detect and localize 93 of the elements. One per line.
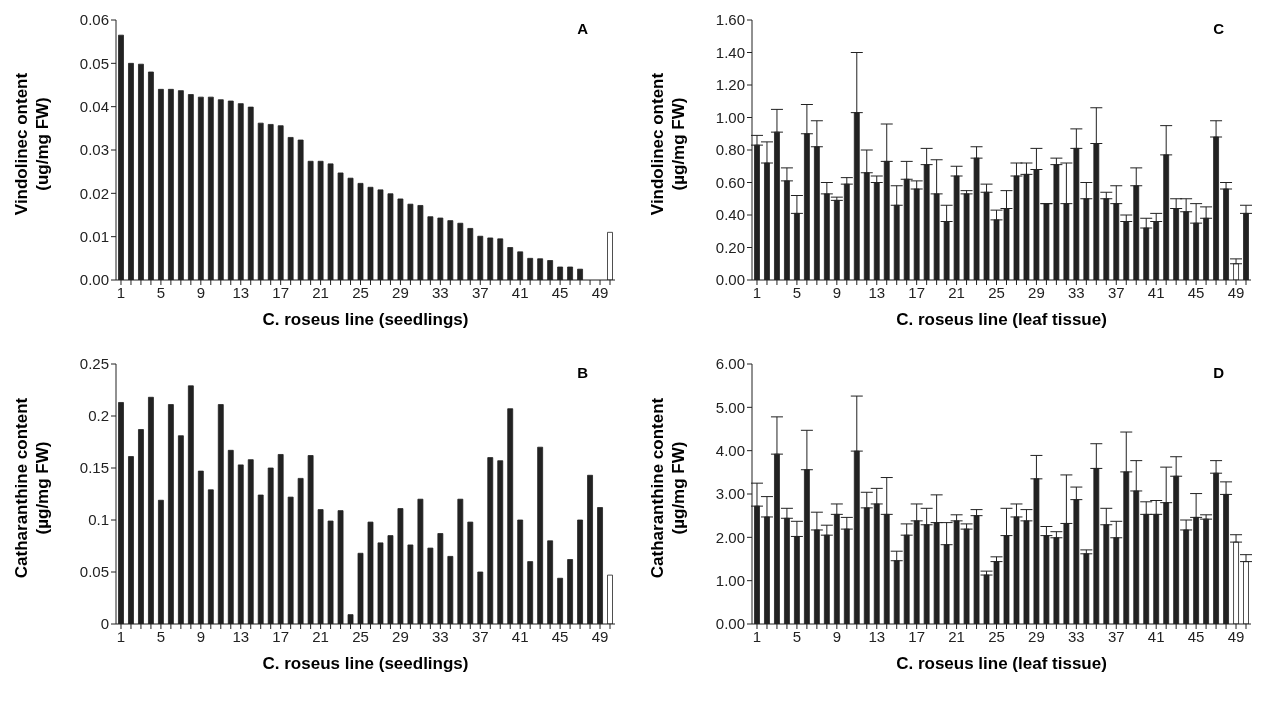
- y-tick-label: 0.15: [79, 459, 109, 477]
- y-tick-label: 0.00: [79, 271, 109, 289]
- x-tick-label: 49: [1227, 283, 1245, 301]
- x-tick-label: 5: [792, 627, 802, 645]
- x-tick-label: 25: [988, 627, 1005, 645]
- x-tick-label: 17: [908, 283, 926, 301]
- x-tick-label: 9: [196, 627, 205, 645]
- y-tick-label: 5.00: [715, 398, 745, 416]
- x-tick-label: 45: [551, 283, 569, 301]
- x-tick-label: 33: [1068, 627, 1085, 645]
- x-tick-label: 17: [272, 627, 290, 645]
- x-tick-label: 49: [591, 627, 609, 645]
- y-tick-label: 0.01: [79, 227, 109, 245]
- y-tick-label: 0.04: [79, 97, 109, 115]
- x-axis-title: C. roseus line (leaf tissue): [895, 310, 1108, 330]
- chart-title: A: [577, 20, 588, 37]
- y-tick-label: 2.00: [715, 528, 745, 546]
- x-tick-label: 13: [868, 283, 886, 301]
- y-tick-label: 0.1: [88, 511, 109, 529]
- x-tick-label: 45: [1187, 627, 1205, 645]
- x-tick-label: 33: [432, 627, 449, 645]
- x-tick-label: 41: [511, 627, 529, 645]
- x-tick-label: 45: [551, 627, 569, 645]
- x-tick-label: 25: [988, 283, 1005, 301]
- x-tick-label: 13: [868, 627, 886, 645]
- x-tick-label: 37: [471, 283, 489, 301]
- y-axis-title: Vindolinec ontent (ug/mg FW): [11, 72, 53, 216]
- x-tick-label: 21: [948, 283, 965, 301]
- x-tick-label: 13: [232, 627, 250, 645]
- x-tick-label: 5: [156, 283, 166, 301]
- x-tick-label: 29: [1028, 283, 1045, 301]
- x-tick-label: 1: [752, 627, 762, 645]
- y-tick-label: 0.40: [715, 206, 745, 224]
- x-tick-label: 29: [1028, 627, 1045, 645]
- y-tick-label: 0.2: [88, 407, 109, 425]
- x-tick-label: 21: [948, 627, 965, 645]
- x-tick-label: 5: [792, 283, 802, 301]
- y-tick-label: 0.20: [715, 238, 745, 256]
- x-tick-label: 5: [156, 627, 166, 645]
- x-tick-label: 1: [116, 283, 126, 301]
- chart-title: D: [1213, 364, 1224, 381]
- x-tick-label: 37: [471, 627, 489, 645]
- y-tick-label: 0.25: [79, 355, 109, 373]
- x-tick-label: 49: [591, 283, 609, 301]
- x-tick-label: 13: [232, 283, 250, 301]
- x-tick-label: 21: [312, 283, 329, 301]
- x-tick-label: 33: [1068, 283, 1085, 301]
- y-tick-label: 1.00: [715, 108, 745, 126]
- y-tick-label: 1.20: [715, 76, 745, 94]
- y-tick-label: 0.02: [79, 184, 109, 202]
- x-tick-label: 9: [832, 627, 841, 645]
- y-tick-label: 6.00: [715, 355, 745, 373]
- x-tick-label: 49: [1227, 627, 1245, 645]
- y-tick-label: 1.60: [715, 11, 745, 29]
- x-axis-title: C. roseus line (leaf tissue): [895, 654, 1108, 674]
- y-tick-label: 0.00: [715, 271, 745, 289]
- y-tick-label: 0.06: [79, 11, 109, 29]
- x-tick-label: 33: [432, 283, 449, 301]
- x-tick-label: 25: [352, 627, 369, 645]
- y-axis-title: Vindolinec ontent (µg/mg FW): [647, 72, 689, 216]
- y-axis-title: Catharanthine content (µg/mg FW): [11, 397, 53, 579]
- y-tick-label: 0.60: [715, 173, 745, 191]
- x-axis-title: C. roseus line (seedlings): [261, 654, 470, 674]
- x-tick-label: 41: [511, 283, 529, 301]
- x-tick-label: 17: [908, 627, 926, 645]
- y-tick-label: 0: [100, 615, 109, 633]
- y-axis-title: Catharanthine content (µg/mg FW): [647, 397, 689, 579]
- x-tick-label: 41: [1147, 283, 1165, 301]
- x-axis-title: C. roseus line (seedlings): [261, 310, 470, 330]
- x-tick-label: 25: [352, 283, 369, 301]
- x-tick-label: 37: [1107, 283, 1125, 301]
- x-tick-label: 21: [312, 627, 329, 645]
- x-tick-label: 1: [752, 283, 762, 301]
- x-tick-label: 37: [1107, 627, 1125, 645]
- y-tick-label: 1.40: [715, 43, 745, 61]
- x-tick-label: 29: [392, 283, 409, 301]
- y-tick-label: 4.00: [715, 441, 745, 459]
- chart-title: C: [1213, 20, 1224, 37]
- y-tick-label: 3.00: [715, 485, 745, 503]
- x-tick-label: 1: [116, 627, 126, 645]
- y-tick-label: 0.05: [79, 54, 109, 72]
- x-tick-label: 45: [1187, 283, 1205, 301]
- x-tick-label: 9: [832, 283, 841, 301]
- y-tick-label: 1.00: [715, 571, 745, 589]
- chart-title: B: [577, 364, 588, 381]
- y-tick-label: 0.03: [79, 141, 109, 159]
- y-tick-label: 0.05: [79, 563, 109, 581]
- y-tick-label: 0.00: [715, 615, 745, 633]
- x-tick-label: 9: [196, 283, 205, 301]
- x-tick-label: 41: [1147, 627, 1165, 645]
- y-tick-label: 0.80: [715, 141, 745, 159]
- x-tick-label: 29: [392, 627, 409, 645]
- x-tick-label: 17: [272, 283, 290, 301]
